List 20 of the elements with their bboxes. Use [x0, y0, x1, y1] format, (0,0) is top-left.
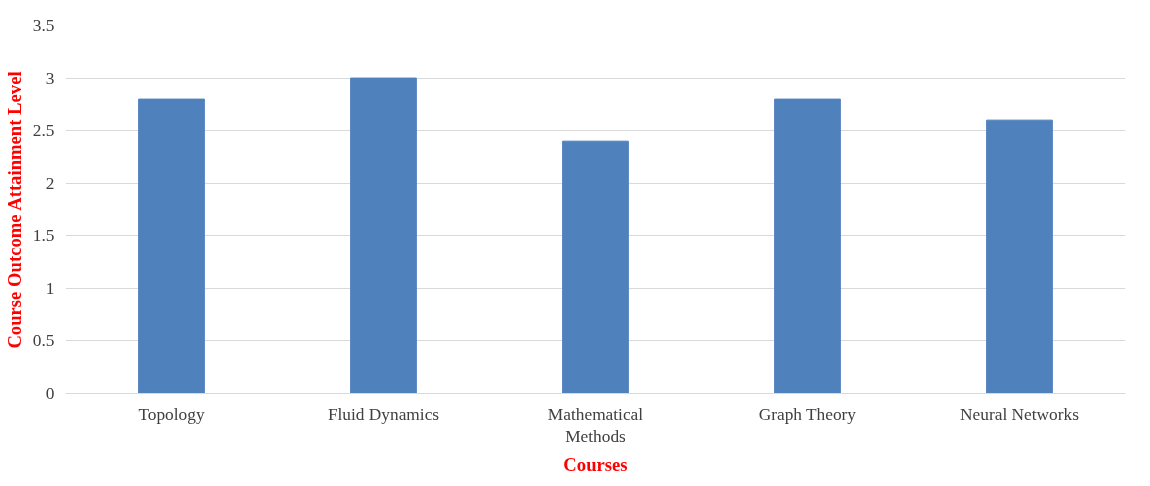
y-tick-label: 0.5	[32, 331, 55, 351]
y-tick-label: 3	[45, 68, 55, 88]
x-axis-title: Courses	[563, 454, 628, 476]
bar	[774, 98, 841, 394]
x-tick-label: Topology	[138, 404, 205, 424]
bar	[138, 98, 205, 394]
x-tick-label: Graph Theory	[758, 404, 857, 424]
y-tick-label: 1.5	[32, 226, 55, 246]
y-axis-title: Course Outcome Attainment Level	[3, 71, 25, 349]
y-tick-label: 2	[45, 173, 55, 193]
y-tick-label: 0	[45, 384, 55, 403]
bar	[562, 140, 629, 394]
x-tick-label: Neural Networks	[960, 404, 1080, 424]
bar	[986, 119, 1053, 394]
y-tick-label: 2.5	[32, 121, 55, 141]
y-tick-label: 3.5	[32, 16, 55, 35]
x-tick-label: Mathematical Methods	[547, 404, 644, 447]
bar	[350, 77, 417, 394]
x-tick-label: Fluid Dynamics	[327, 404, 440, 424]
y-tick-label: 1	[45, 278, 55, 298]
